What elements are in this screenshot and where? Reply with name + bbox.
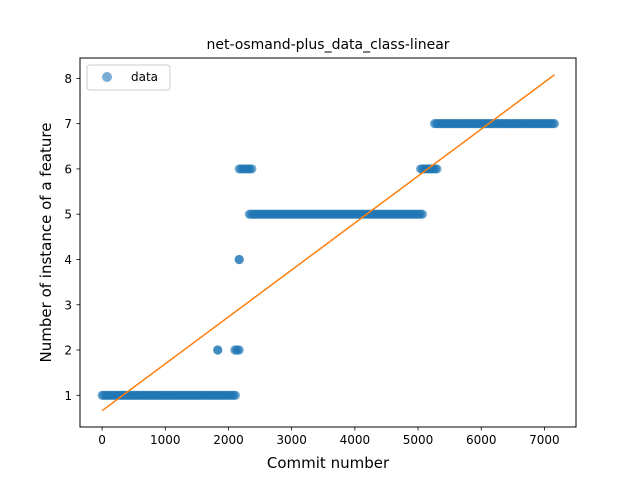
y-tick-label: 3 [64, 298, 72, 312]
data-segment [213, 345, 223, 355]
y-tick-label: 7 [64, 117, 72, 131]
legend-label-data: data [131, 70, 158, 84]
plot-area [79, 57, 577, 428]
x-tick-label: 1000 [150, 433, 181, 447]
x-tick-label: 2000 [213, 433, 244, 447]
y-tick-label: 8 [64, 72, 72, 86]
fit-layer [101, 74, 555, 412]
chart-title: net-osmand-plus_data_class-linear [206, 37, 449, 53]
x-tick-label: 0 [98, 433, 106, 447]
y-tick-label: 6 [64, 162, 72, 176]
y-tick-label: 1 [64, 389, 72, 403]
data-point [417, 209, 428, 219]
x-tick-label: 4000 [340, 433, 371, 447]
data-point [234, 345, 244, 355]
axes-frame [79, 57, 577, 428]
data-segment [429, 119, 560, 129]
y-tick-label: 4 [64, 253, 72, 267]
data-point [213, 345, 223, 355]
y-tick-label: 5 [64, 208, 72, 222]
y-axis-label: Number of instance of a feature [37, 123, 55, 363]
x-axis: 0 1000 2000 3000 4000 5000 6000 7000 [98, 427, 560, 447]
x-tick-label: 7000 [529, 433, 560, 447]
data-segment [234, 164, 257, 174]
x-tick-label: 5000 [403, 433, 434, 447]
data-point [549, 119, 560, 129]
legend: data [86, 64, 171, 91]
y-axis: 1 2 3 4 5 6 7 8 [64, 72, 80, 403]
data-point [234, 254, 244, 265]
data-segment [230, 345, 244, 355]
x-axis-label: Commit number [267, 454, 390, 472]
x-tick-label: 6000 [466, 433, 497, 447]
legend-frame [86, 64, 171, 91]
x-tick-label: 3000 [276, 433, 307, 447]
data-point [230, 390, 241, 400]
data-layer [97, 119, 560, 400]
data-segment [244, 209, 428, 219]
y-tick-label: 2 [64, 344, 72, 358]
data-point [247, 164, 257, 174]
data-point [432, 164, 442, 174]
fit-line [101, 74, 555, 412]
data-segment [234, 254, 244, 265]
legend-marker-data [102, 72, 112, 82]
